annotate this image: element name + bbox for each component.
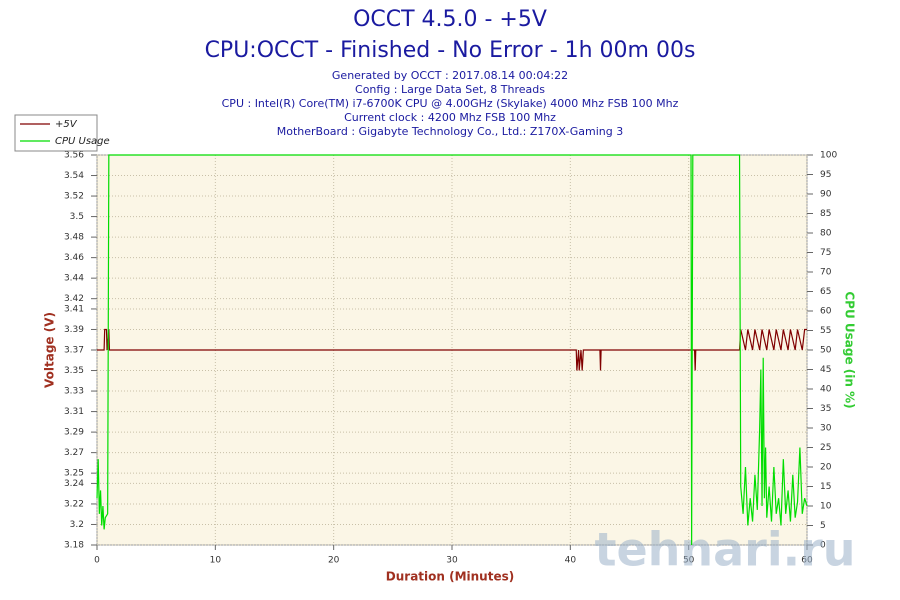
info-line: Current clock : 4200 Mhz FSB 100 Mhz xyxy=(344,111,556,124)
y-tick-label: 3.25 xyxy=(64,469,84,479)
y-tick-label: 3.42 xyxy=(64,294,84,304)
y2-tick-label: 30 xyxy=(820,424,832,434)
y-tick-label: 3.56 xyxy=(64,151,84,161)
y2-tick-label: 15 xyxy=(820,482,831,492)
y2-tick-label: 65 xyxy=(820,287,831,297)
y2-tick-label: 70 xyxy=(820,268,832,278)
info-line: MotherBoard : Gigabyte Technology Co., L… xyxy=(277,125,624,138)
y-tick-label: 3.24 xyxy=(64,479,84,489)
y2-tick-label: 10 xyxy=(820,502,832,512)
y-tick-label: 3.48 xyxy=(64,233,84,243)
watermark: tehnari.ru xyxy=(594,523,855,577)
series-line xyxy=(97,328,807,371)
y2-tick-label: 50 xyxy=(820,346,832,356)
legend-label: +5V xyxy=(55,119,78,130)
y2-tick-label: 45 xyxy=(820,365,831,375)
y-tick-label: 3.46 xyxy=(64,253,84,263)
x-tick-label: 0 xyxy=(94,556,100,566)
x-tick-label: 10 xyxy=(210,556,222,566)
y2-tick-label: 90 xyxy=(820,190,832,200)
y2-tick-label: 0 xyxy=(820,541,826,551)
y2-tick-label: 60 xyxy=(820,307,832,317)
y-tick-label: 3.41 xyxy=(64,304,84,314)
chart-title: OCCT 4.5.0 - +5V xyxy=(353,7,547,32)
x-tick-label: 30 xyxy=(446,556,458,566)
x-tick-label: 40 xyxy=(565,556,577,566)
y-tick-label: 3.39 xyxy=(64,325,84,335)
y-tick-label: 3.2 xyxy=(70,520,84,530)
y2-tick-label: 20 xyxy=(820,463,832,473)
y2-tick-label: 100 xyxy=(820,151,837,161)
y-tick-label: 3.37 xyxy=(64,346,84,356)
series-line xyxy=(96,154,808,546)
y-tick-label: 3.33 xyxy=(64,387,84,397)
legend-label: CPU Usage xyxy=(55,136,110,147)
y2-tick-label: 75 xyxy=(820,248,831,258)
y-tick-label: 3.29 xyxy=(64,428,84,438)
y-tick-label: 3.35 xyxy=(64,366,84,376)
y2-tick-label: 25 xyxy=(820,443,831,453)
x-axis-label: Duration (Minutes) xyxy=(386,570,514,584)
y2-tick-label: 55 xyxy=(820,326,831,336)
y2-tick-label: 40 xyxy=(820,385,832,395)
chart-subtitle: CPU:OCCT - Finished - No Error - 1h 00m … xyxy=(205,38,696,63)
y2-tick-label: 80 xyxy=(820,229,832,239)
info-line: Generated by OCCT : 2017.08.14 00:04:22 xyxy=(332,69,568,82)
y-tick-label: 3.54 xyxy=(64,171,84,181)
info-line: CPU : Intel(R) Core(TM) i7-6700K CPU @ 4… xyxy=(222,97,679,110)
legend-box xyxy=(14,114,98,152)
y2-tick-label: 35 xyxy=(820,404,831,414)
y-tick-label: 3.44 xyxy=(64,274,84,284)
info-line: Config : Large Data Set, 8 Threads xyxy=(355,83,545,96)
y-tick-label: 3.31 xyxy=(64,407,84,417)
x-tick-label: 50 xyxy=(683,556,695,566)
x-tick-label: 60 xyxy=(801,556,813,566)
y-tick-label: 3.52 xyxy=(64,192,84,202)
y2-tick-label: 5 xyxy=(820,521,826,531)
y-tick-label: 3.22 xyxy=(64,499,84,509)
y2-axis-label: CPU Usage (in %) xyxy=(843,291,857,408)
y-tick-label: 3.18 xyxy=(64,541,84,551)
y2-tick-label: 95 xyxy=(820,170,831,180)
y-tick-label: 3.5 xyxy=(70,212,84,222)
y-tick-label: 3.27 xyxy=(64,448,84,458)
x-tick-label: 20 xyxy=(328,556,340,566)
y2-tick-label: 85 xyxy=(820,209,831,219)
y-axis-label: Voltage (V) xyxy=(43,312,57,388)
